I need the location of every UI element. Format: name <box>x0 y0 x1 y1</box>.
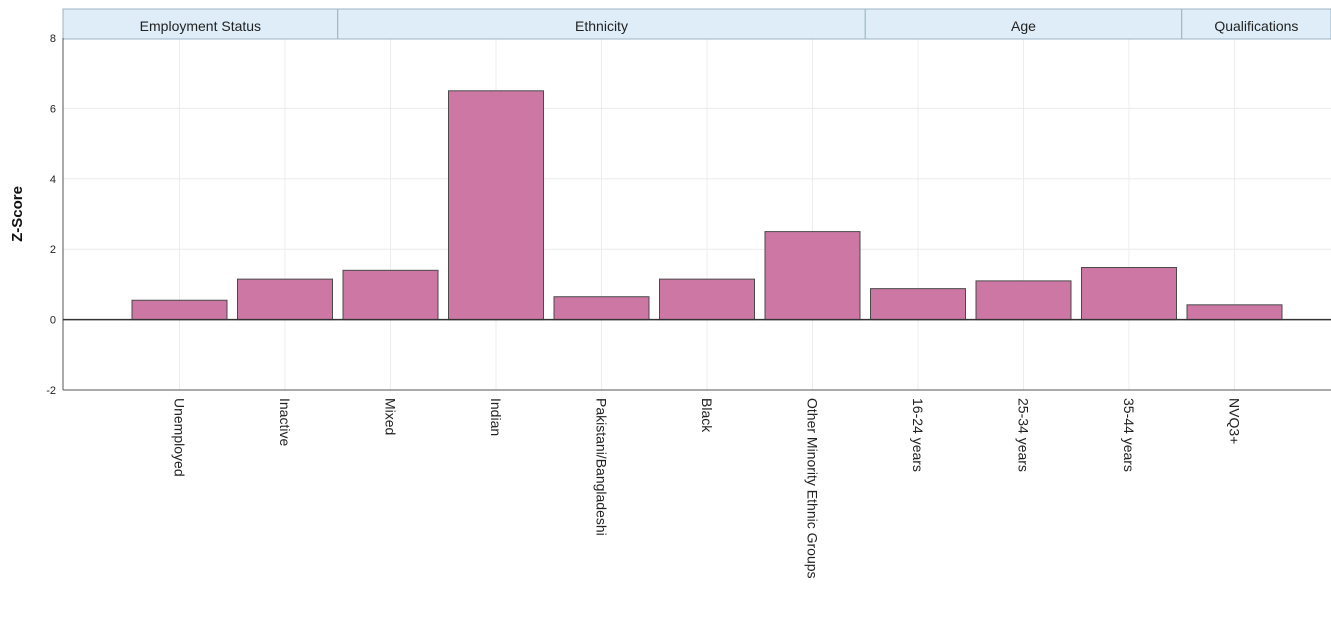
x-tick-label: Pakistani/Bangladeshi <box>594 398 610 536</box>
bar <box>131 299 228 321</box>
group-header-label: Employment Status <box>140 18 261 34</box>
bar <box>237 278 333 321</box>
bar <box>342 269 439 321</box>
x-tick-label: Indian <box>488 398 504 436</box>
y-tick-label: 4 <box>50 174 56 186</box>
x-tick-label: 35-44 years <box>1121 398 1137 472</box>
bar <box>553 296 650 321</box>
bar <box>764 231 861 321</box>
axes: -2 0 2 4 6 8 <box>46 33 1331 397</box>
group-header <box>337 8 866 40</box>
bar <box>870 288 966 321</box>
grid-lines <box>63 37 1331 391</box>
y-tick-label: 2 <box>50 244 56 256</box>
x-tick-label: Mixed <box>383 398 399 435</box>
bar <box>448 90 544 321</box>
x-tick-label: 16-24 years <box>910 398 926 472</box>
y-axis-title: Z-Score <box>9 186 26 242</box>
bar <box>975 280 1072 321</box>
y-tick-label: 8 <box>50 33 56 45</box>
x-tick-label: 25-34 years <box>1016 398 1032 472</box>
group-headers: Employment Status Ethnicity Age Qualificati… <box>62 8 1331 40</box>
group-header <box>62 8 339 40</box>
category-labels: Unemployed Inactive Mixed Indian Pakistani/B… <box>172 398 1243 579</box>
bar <box>1186 304 1283 321</box>
x-tick-label: Other Minority Ethnic Groups <box>805 398 821 579</box>
x-tick-label: Inactive <box>277 398 293 446</box>
group-header-label: Ethnicity <box>575 18 628 34</box>
y-tick-label: 6 <box>50 103 56 115</box>
x-tick-label: Black <box>699 398 715 433</box>
group-header <box>1181 8 1331 40</box>
y-tick-label: 0 <box>50 315 56 327</box>
bar <box>659 278 755 321</box>
group-header-label: Age <box>1011 18 1036 34</box>
group-header-label: Qualifications <box>1214 18 1298 34</box>
y-tick-label: -2 <box>46 385 56 397</box>
x-tick-label: NVQ3+ <box>1227 398 1243 444</box>
x-tick-label: Unemployed <box>172 398 188 477</box>
group-header <box>864 8 1183 40</box>
bar <box>1081 267 1177 321</box>
bars <box>131 90 1283 321</box>
